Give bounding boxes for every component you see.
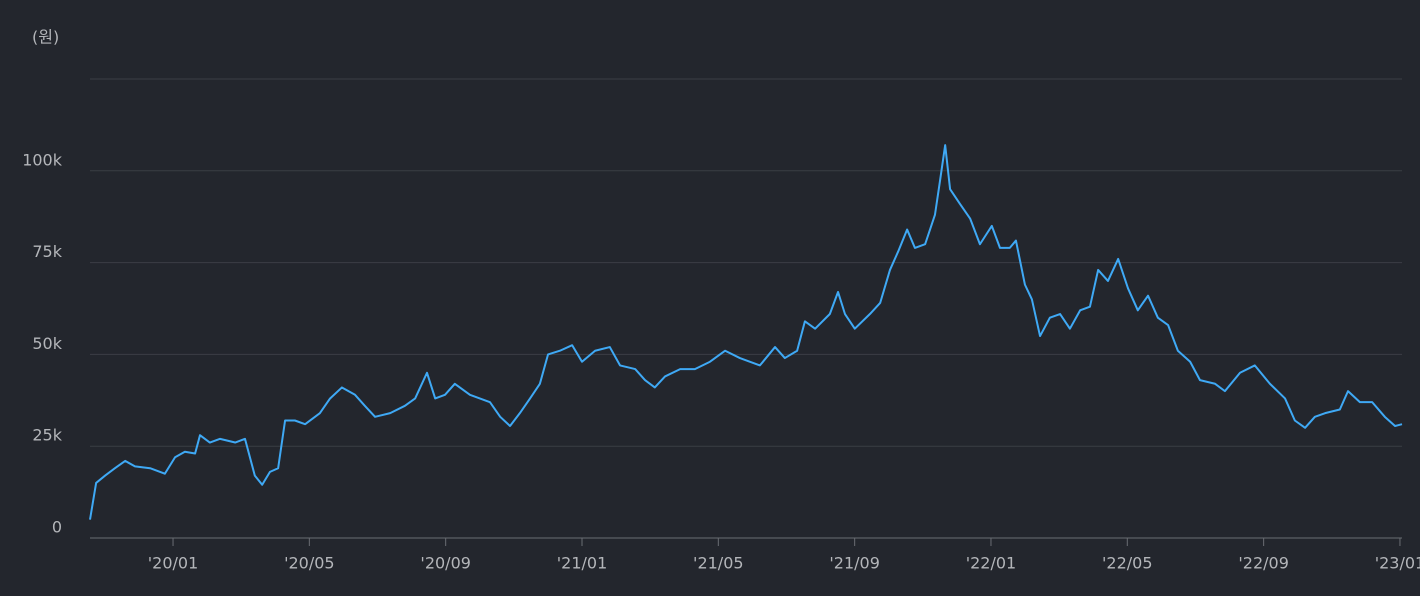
x-tick-label: '21/01 [557, 554, 608, 573]
y-tick-label: 75k [32, 242, 62, 261]
y-tick-label: 0 [52, 518, 62, 537]
x-tick-label: '22/09 [1238, 554, 1289, 573]
x-tick-label: '20/01 [148, 554, 199, 573]
y-tick-label: 25k [32, 426, 62, 445]
x-tick-label: '22/05 [1102, 554, 1153, 573]
y-tick-label: 50k [32, 334, 62, 353]
x-tick-label: '21/05 [693, 554, 744, 573]
x-tick-label: '20/05 [284, 554, 335, 573]
y-axis-label: (원) [32, 28, 59, 47]
x-tick-label: '20/09 [420, 554, 471, 573]
y-tick-label: 100k [22, 150, 63, 169]
x-tick-label: '23/01 [1375, 554, 1420, 573]
x-tick-label: '21/09 [829, 554, 880, 573]
price-line [89, 144, 1403, 520]
x-tick-label: '22/01 [966, 554, 1017, 573]
